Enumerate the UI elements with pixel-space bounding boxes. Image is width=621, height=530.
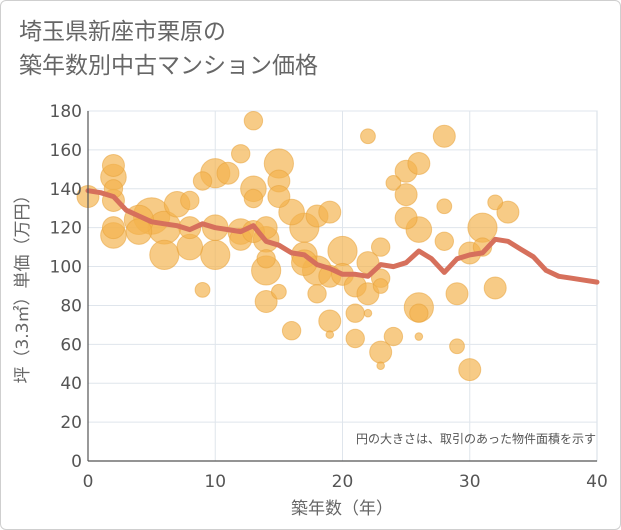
data-bubble	[414, 332, 424, 341]
data-bubble	[325, 330, 335, 339]
data-bubble	[345, 328, 365, 349]
data-bubble	[487, 194, 504, 211]
bubble-layer	[76, 111, 520, 382]
data-bubble	[360, 128, 376, 145]
data-bubble	[318, 309, 342, 333]
data-bubble	[385, 175, 402, 191]
axis-layer: 0 20 40 60 80 100 120 140 160 180 0 10 20 30 40	[50, 102, 608, 492]
average-price-line	[85, 188, 600, 285]
data-bubble	[434, 231, 454, 251]
data-bubble	[125, 218, 153, 245]
data-bubble	[483, 276, 507, 300]
y-tick-label: 180	[50, 102, 82, 122]
data-bubble	[370, 237, 391, 257]
data-bubble	[243, 188, 264, 209]
x-tick-label: 40	[586, 472, 608, 492]
data-bubble	[449, 338, 465, 355]
data-bubble	[394, 206, 418, 230]
x-tick-label: 20	[332, 472, 354, 492]
y-tick-label: 60	[60, 335, 82, 355]
y-tick-label: 80	[60, 296, 82, 316]
data-bubble	[409, 303, 429, 323]
data-bubble	[254, 290, 278, 314]
y-axis-label: 坪（3.3㎡）単価（万円）	[13, 186, 33, 383]
data-bubble	[101, 216, 125, 240]
data-bubble	[281, 321, 302, 341]
data-bubble	[372, 278, 389, 294]
y-tick-label: 100	[50, 258, 82, 278]
y-tick-label: 140	[50, 180, 82, 200]
data-bubble	[216, 161, 240, 185]
x-tick-label: 30	[459, 472, 481, 492]
line-layer	[85, 188, 600, 285]
data-bubble	[180, 190, 200, 211]
x-tick-label: 0	[83, 472, 94, 492]
data-bubble	[270, 283, 287, 300]
data-bubble	[458, 358, 482, 382]
size-note: 円の大きさは、取引のあった物件面積を示す	[356, 431, 596, 446]
y-tick-label: 160	[50, 141, 82, 161]
data-bubble	[376, 361, 385, 371]
data-bubble	[432, 124, 456, 148]
y-tick-label: 20	[60, 413, 82, 433]
data-bubble	[200, 239, 231, 270]
data-bubble	[496, 200, 520, 224]
data-bubble	[363, 308, 373, 318]
data-bubble	[345, 303, 365, 323]
data-bubble	[327, 235, 358, 267]
data-bubble	[231, 144, 251, 164]
data-bubble	[101, 153, 125, 177]
y-tick-label: 120	[50, 219, 82, 239]
data-bubble	[407, 152, 431, 175]
data-bubble	[149, 239, 180, 270]
data-bubble	[267, 185, 291, 209]
x-tick-label: 10	[204, 472, 226, 492]
data-bubble	[383, 326, 404, 347]
data-bubble	[194, 281, 211, 298]
data-bubble	[445, 282, 469, 306]
data-bubble	[243, 111, 264, 131]
data-bubble	[192, 171, 213, 191]
grid-layer	[87, 110, 598, 462]
data-bubble	[394, 183, 418, 207]
data-bubble	[256, 249, 276, 269]
y-tick-label: 40	[60, 374, 82, 394]
data-bubble	[436, 198, 453, 215]
y-tick-label: 0	[71, 452, 82, 472]
chart-title: 埼玉県新座市栗原の 築年数別中古マンション価格	[19, 19, 318, 79]
data-bubble	[318, 200, 342, 224]
data-bubble	[307, 284, 327, 304]
x-axis-label: 築年数（年）	[291, 499, 393, 519]
